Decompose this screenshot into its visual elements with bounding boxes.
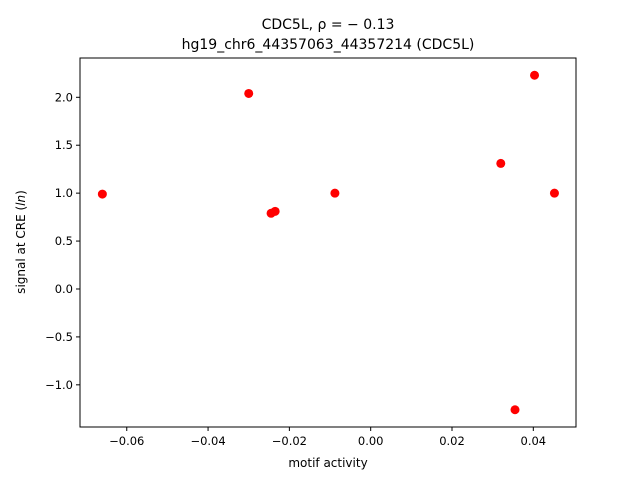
data-points bbox=[97, 70, 559, 415]
x-tick-label: 0.00 bbox=[358, 434, 384, 448]
chart-title-line1: CDC5L, ρ = − 0.13 bbox=[262, 17, 395, 33]
x-tick-label: −0.04 bbox=[190, 434, 225, 448]
y-tick-label: −0.5 bbox=[45, 330, 73, 344]
y-tick-label: 0.5 bbox=[55, 234, 73, 248]
data-point bbox=[530, 70, 540, 80]
x-tick-label: −0.02 bbox=[272, 434, 307, 448]
x-tick-label: 0.04 bbox=[521, 434, 547, 448]
x-axis-label: motif activity bbox=[288, 456, 367, 470]
x-tick-label: −0.06 bbox=[109, 434, 144, 448]
data-point bbox=[549, 188, 559, 198]
data-point bbox=[510, 405, 520, 415]
data-point bbox=[496, 158, 506, 168]
y-axis-label: signal at CRE (ln) bbox=[14, 190, 28, 294]
data-point bbox=[270, 206, 280, 216]
y-tick-label: 0.0 bbox=[55, 282, 73, 296]
y-axis: −1.0 −0.5 0.0 0.5 1.0 1.5 2.0 bbox=[45, 90, 80, 392]
x-tick-label: 0.02 bbox=[439, 434, 465, 448]
data-point bbox=[244, 88, 254, 98]
y-tick-label: 1.5 bbox=[55, 138, 73, 152]
y-tick-label: −1.0 bbox=[45, 378, 73, 392]
y-tick-label: 2.0 bbox=[55, 90, 73, 104]
data-point bbox=[97, 189, 107, 199]
plot-frame bbox=[79, 57, 577, 428]
chart-title-line2: hg19_chr6_44357063_44357214 (CDC5L) bbox=[182, 37, 475, 53]
data-point bbox=[330, 188, 340, 198]
y-tick-label: 1.0 bbox=[55, 186, 73, 200]
x-axis: −0.06 −0.04 −0.02 0.00 0.02 0.04 bbox=[109, 427, 546, 448]
